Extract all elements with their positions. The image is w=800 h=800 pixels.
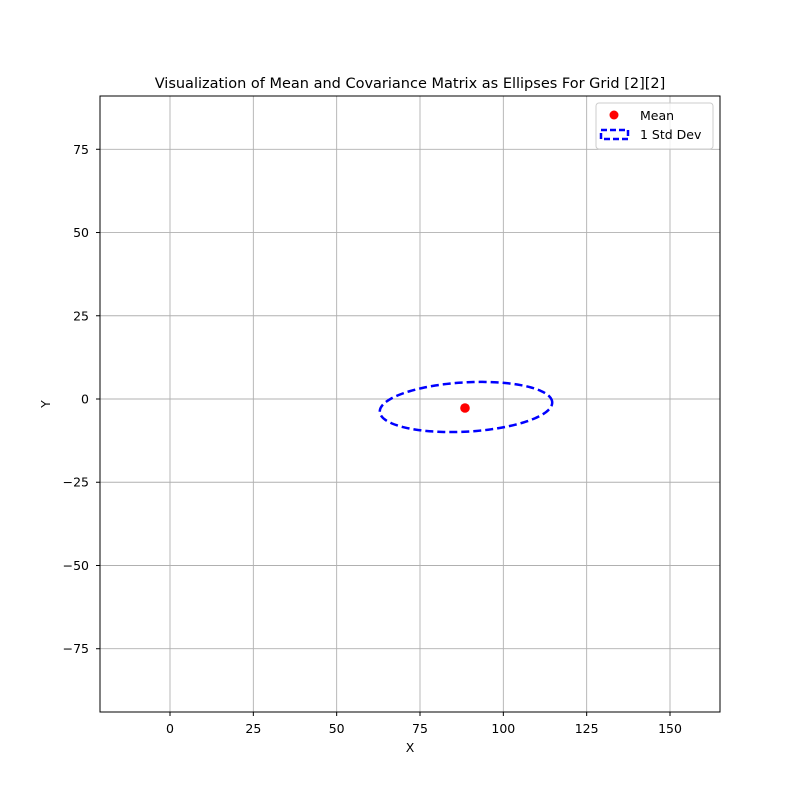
x-axis-ticks: 0 25 50 75 100 125 150 (166, 712, 682, 736)
legend-mean-marker (609, 110, 619, 120)
y-tick-label: 50 (73, 225, 89, 240)
y-tick-label: 75 (73, 142, 89, 157)
x-tick-label: 125 (575, 721, 599, 736)
std-dev-ellipse (378, 380, 554, 434)
mean-point (460, 403, 470, 413)
plot-area (99, 95, 721, 713)
y-axis-label: Y (38, 400, 53, 409)
axes-frame (99, 95, 721, 713)
grid-layer (100, 96, 720, 712)
y-tick-label: −25 (63, 475, 89, 490)
x-tick-label: 150 (658, 721, 682, 736)
legend-mean-label: Mean (640, 108, 674, 123)
data-layer (378, 380, 554, 434)
legend: Mean 1 Std Dev (595, 102, 714, 150)
x-axis-label: X (406, 740, 415, 755)
x-tick-label: 50 (329, 721, 345, 736)
legend-ellipse-marker (599, 128, 630, 141)
y-tick-label: −75 (63, 641, 89, 656)
y-tick-label: −50 (63, 558, 89, 573)
legend-ellipse-label: 1 Std Dev (640, 127, 702, 142)
legend-box (595, 102, 714, 150)
x-tick-label: 100 (491, 721, 515, 736)
x-tick-label: 75 (412, 721, 428, 736)
x-tick-label: 0 (166, 721, 174, 736)
x-tick-label: 25 (245, 721, 261, 736)
chart-title: Visualization of Mean and Covariance Mat… (155, 76, 666, 92)
y-tick-label: 25 (73, 308, 89, 323)
y-axis-ticks: 75 50 25 0 −25 −50 −75 (63, 142, 100, 656)
y-tick-label: 0 (81, 392, 89, 407)
